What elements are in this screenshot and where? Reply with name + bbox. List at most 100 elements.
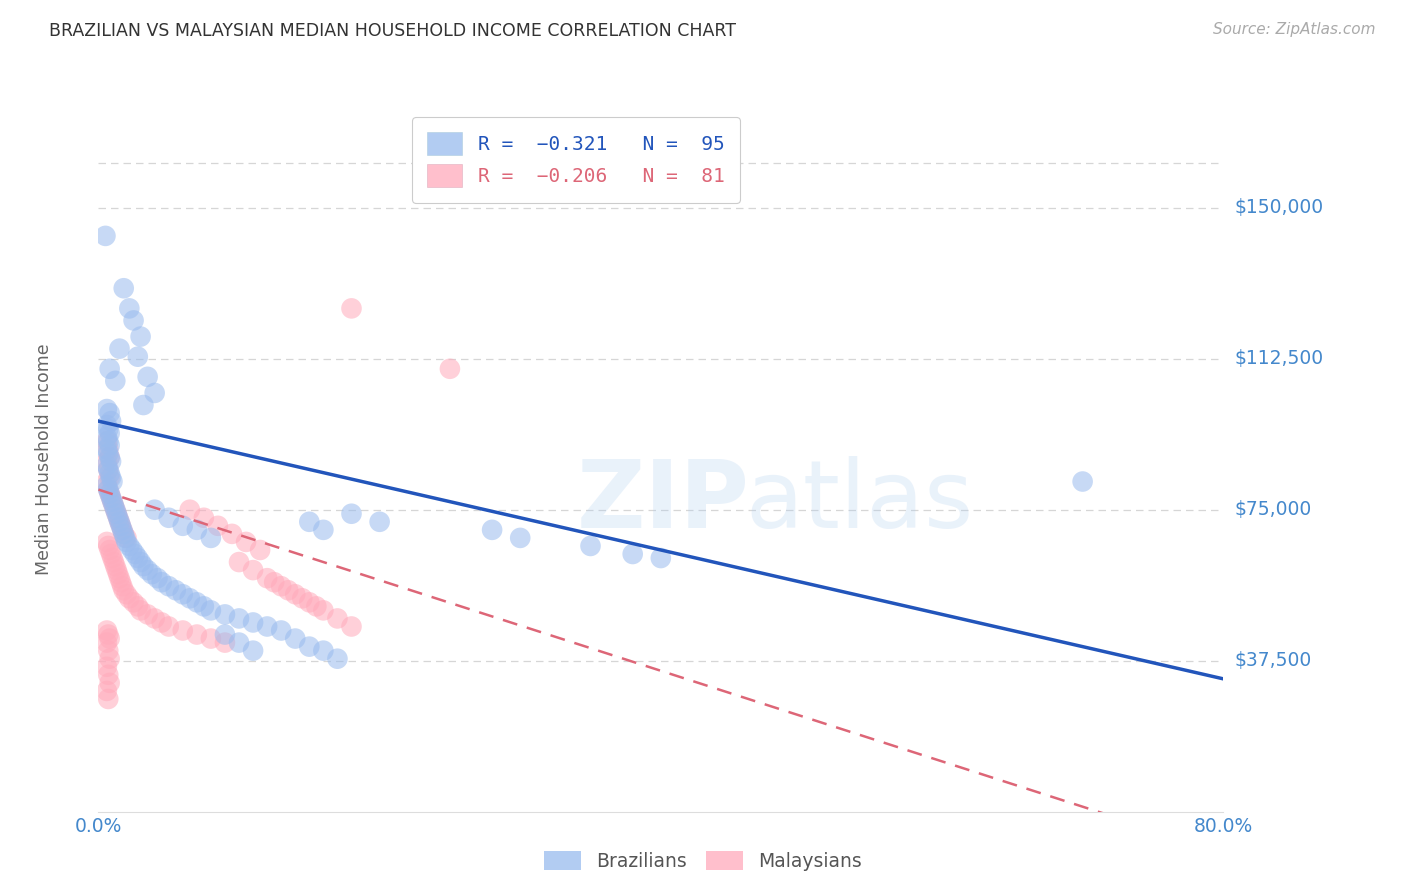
Point (179, 591, 201, 606)
Point (98, 651, 121, 665)
Point (97, 462, 120, 476)
Point (122, 595, 145, 609)
Point (340, 301, 363, 316)
Point (214, 607, 236, 622)
Point (127, 551, 149, 566)
Point (96, 659, 118, 673)
Point (312, 523, 335, 537)
Point (103, 499, 125, 513)
Point (107, 510, 129, 524)
Point (97, 483, 120, 497)
Point (100, 491, 122, 505)
Point (105, 507, 128, 521)
Point (115, 587, 138, 601)
Point (186, 523, 208, 537)
Point (312, 643, 335, 657)
Point (96, 478, 118, 492)
Point (150, 615, 173, 630)
Point (157, 619, 180, 633)
Point (96, 624, 118, 638)
Point (111, 523, 134, 537)
Point (96, 418, 118, 433)
Legend: R =  −0.321   N =  95, R =  −0.206   N =  81: R = −0.321 N = 95, R = −0.206 N = 81 (412, 117, 740, 202)
Point (193, 599, 215, 614)
Point (98, 467, 121, 481)
Point (193, 510, 215, 524)
Text: BRAZILIAN VS MALAYSIAN MEDIAN HOUSEHOLD INCOME CORRELATION CHART: BRAZILIAN VS MALAYSIAN MEDIAN HOUSEHOLD … (49, 22, 737, 40)
Text: $37,500: $37,500 (1234, 651, 1312, 670)
Point (129, 329, 152, 343)
Point (101, 494, 124, 508)
Point (97, 446, 120, 460)
Point (157, 510, 180, 524)
Text: Source: ZipAtlas.com: Source: ZipAtlas.com (1212, 22, 1375, 37)
Point (98, 676, 121, 690)
Point (100, 547, 122, 561)
Point (298, 595, 321, 609)
Point (242, 643, 264, 657)
Point (104, 559, 127, 574)
Point (200, 632, 222, 646)
Point (1071, 475, 1094, 489)
Point (97, 668, 120, 682)
Point (326, 611, 349, 625)
Point (101, 494, 124, 508)
Point (111, 579, 134, 593)
Point (298, 640, 321, 654)
Point (143, 502, 166, 516)
Point (136, 607, 159, 622)
Point (340, 619, 363, 633)
Point (97, 627, 120, 641)
Point (129, 603, 152, 617)
Point (96, 535, 118, 549)
Point (129, 555, 152, 569)
Point (207, 518, 229, 533)
Point (118, 591, 141, 606)
Point (136, 369, 159, 384)
Point (143, 611, 166, 625)
Point (97, 442, 120, 457)
Point (368, 515, 391, 529)
Point (136, 563, 159, 577)
Point (284, 632, 307, 646)
Point (132, 559, 155, 574)
Point (579, 539, 602, 553)
Point (112, 527, 135, 541)
Point (107, 567, 129, 582)
Point (101, 551, 124, 566)
Point (110, 518, 132, 533)
Text: $75,000: $75,000 (1234, 500, 1312, 519)
Text: atlas: atlas (745, 456, 973, 548)
Point (96, 442, 118, 457)
Point (172, 587, 194, 601)
Point (118, 539, 141, 553)
Point (221, 527, 243, 541)
Point (98, 486, 121, 500)
Point (235, 535, 257, 549)
Point (96, 430, 118, 444)
Point (200, 531, 222, 545)
Point (200, 603, 222, 617)
Point (127, 350, 149, 364)
Point (186, 627, 208, 641)
Point (108, 515, 131, 529)
Point (98, 450, 121, 465)
Point (143, 386, 166, 401)
Point (110, 575, 132, 590)
Text: $112,500: $112,500 (1234, 349, 1323, 368)
Point (104, 502, 127, 516)
Point (97, 643, 120, 657)
Point (146, 571, 169, 585)
Point (172, 518, 194, 533)
Point (122, 313, 145, 327)
Point (96, 454, 118, 468)
Legend: Brazilians, Malaysians: Brazilians, Malaysians (536, 843, 870, 878)
Point (98, 450, 121, 465)
Point (298, 515, 321, 529)
Point (112, 583, 135, 598)
Point (305, 599, 328, 614)
Point (270, 579, 292, 593)
Point (114, 531, 136, 545)
Point (96, 684, 118, 698)
Point (249, 543, 271, 558)
